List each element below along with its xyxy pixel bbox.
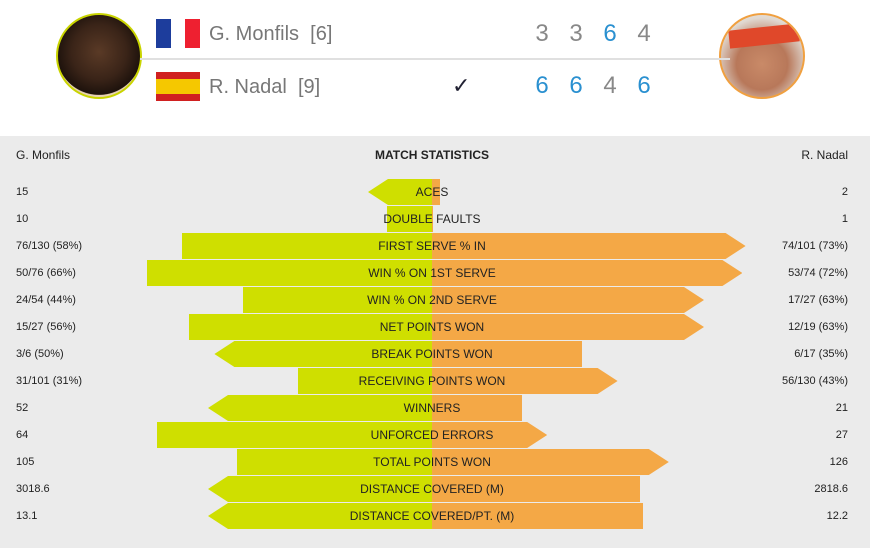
player2-name: R. Nadal [9] (209, 76, 321, 98)
left-value: 3018.6 (16, 483, 50, 495)
left-bar (188, 314, 432, 340)
stat-row: 10 DOUBLE FAULTS 1 (0, 206, 870, 232)
right-bar (432, 341, 583, 367)
spain-flag-icon (156, 72, 200, 101)
right-bar (432, 287, 704, 313)
right-value: 12.2 (826, 510, 848, 522)
left-value: 31/101 (31%) (16, 375, 83, 387)
stat-row: 24/54 (44%) WIN % ON 2ND SERVE 17/27 (63%) (0, 287, 870, 313)
left-bar (208, 476, 432, 502)
stat-row: 13.1 DISTANCE COVERED/PT. (M) 12.2 (0, 503, 870, 529)
left-value: 50/76 (66%) (16, 267, 76, 279)
stat-label: ACES (415, 185, 449, 199)
left-value: 76/130 (58%) (16, 240, 83, 252)
stat-row: 31/101 (31%) RECEIVING POINTS WON 56/130 (… (0, 368, 870, 394)
right-bar (432, 395, 522, 421)
left-bar (243, 287, 432, 313)
player1-name: G. Monfils [6] (209, 23, 333, 45)
stat-row: 3/6 (50%) BREAK POINTS WON 6/17 (35%) (0, 341, 870, 367)
right-value: 126 (829, 456, 848, 468)
left-bar (208, 395, 432, 421)
left-value: 105 (16, 456, 35, 468)
right-bar (432, 206, 433, 232)
set-score: 6 (603, 20, 617, 47)
stat-label: RECEIVING POINTS WON (358, 374, 506, 388)
left-value: 13.1 (16, 510, 38, 522)
right-value: 27 (835, 429, 848, 441)
left-bar (182, 233, 432, 259)
match-statistics-panel: G. Monfils MATCH STATISTICS R. Nadal 15 A… (0, 136, 870, 548)
stat-row: 64 UNFORCED ERRORS 27 (0, 422, 870, 448)
right-value: 56/130 (43%) (781, 375, 848, 387)
left-value: 15/27 (56%) (16, 321, 76, 333)
set-score: 3 (535, 20, 549, 47)
right-value: 17/27 (63%) (788, 294, 848, 306)
right-value: 53/74 (72%) (788, 267, 848, 279)
right-bar (432, 422, 547, 448)
stat-label: TOTAL POINTS WON (373, 455, 491, 469)
right-value: 1 (841, 213, 848, 225)
left-bar (147, 260, 432, 286)
france-flag-icon (156, 19, 201, 48)
stat-row: 105 TOTAL POINTS WON 126 (0, 449, 870, 475)
stat-label: DISTANCE COVERED (M) (360, 482, 504, 496)
left-bar (156, 422, 432, 448)
winner-check-icon: ✓ (452, 73, 471, 98)
left-value: 64 (16, 429, 29, 441)
set-score: 6 (535, 72, 549, 99)
right-bar (432, 476, 640, 502)
left-bar (387, 206, 432, 232)
stat-label: WIN % ON 2ND SERVE (367, 293, 497, 307)
left-bar (297, 368, 432, 394)
monfils-avatar (56, 13, 142, 99)
left-bar (208, 503, 432, 529)
left-value: 15 (16, 186, 29, 198)
stat-row: 76/130 (58%) FIRST SERVE % IN 74/101 (73%) (0, 233, 870, 259)
set-score: 4 (603, 72, 617, 99)
right-bar (432, 233, 746, 259)
stat-label: BREAK POINTS WON (371, 347, 493, 361)
right-value: 12/19 (63%) (788, 321, 848, 333)
stat-label: FIRST SERVE % IN (378, 239, 486, 253)
nadal-avatar (719, 13, 805, 99)
right-bar (432, 314, 704, 340)
right-bar (432, 503, 644, 529)
right-bar (432, 368, 618, 394)
right-bar (432, 260, 742, 286)
stat-row: 52 WINNERS 21 (0, 395, 870, 421)
stat-row: 15/27 (56%) NET POINTS WON 12/19 (63%) (0, 314, 870, 340)
right-value: 6/17 (35%) (794, 348, 848, 360)
stat-label: DISTANCE COVERED/PT. (M) (349, 509, 515, 523)
right-value: 74/101 (73%) (781, 240, 848, 252)
right-bar (432, 449, 669, 475)
right-value: 2818.6 (814, 483, 848, 495)
stat-row: 15 ACES 2 (0, 179, 870, 205)
right-value: 21 (835, 402, 848, 414)
divider (140, 58, 730, 60)
left-value: 24/54 (44%) (16, 294, 76, 306)
set-score: 6 (637, 72, 651, 99)
left-value: 3/6 (50%) (16, 348, 64, 360)
left-bar (236, 449, 432, 475)
stat-row: 50/76 (66%) WIN % ON 1ST SERVE 53/74 (72%) (0, 260, 870, 286)
stat-row: 3018.6 DISTANCE COVERED (M) 2818.6 (0, 476, 870, 502)
stat-label: NET POINTS WON (379, 320, 485, 334)
stat-label: UNFORCED ERRORS (370, 428, 494, 442)
left-bar (214, 341, 432, 367)
left-player-label: G. Monfils (16, 148, 71, 162)
left-value: 52 (16, 402, 29, 414)
stat-label: DOUBLE FAULTS (383, 212, 481, 226)
right-player-label: R. Nadal (801, 148, 848, 162)
right-bar (432, 179, 440, 205)
stats-title: MATCH STATISTICS (375, 148, 489, 162)
stat-label: WINNERS (403, 401, 461, 415)
set-score: 4 (637, 20, 651, 47)
set-score: 3 (569, 20, 583, 47)
right-value: 2 (841, 186, 848, 198)
set-score: 6 (569, 72, 583, 99)
stat-label: WIN % ON 1ST SERVE (368, 266, 496, 280)
left-value: 10 (16, 213, 29, 225)
